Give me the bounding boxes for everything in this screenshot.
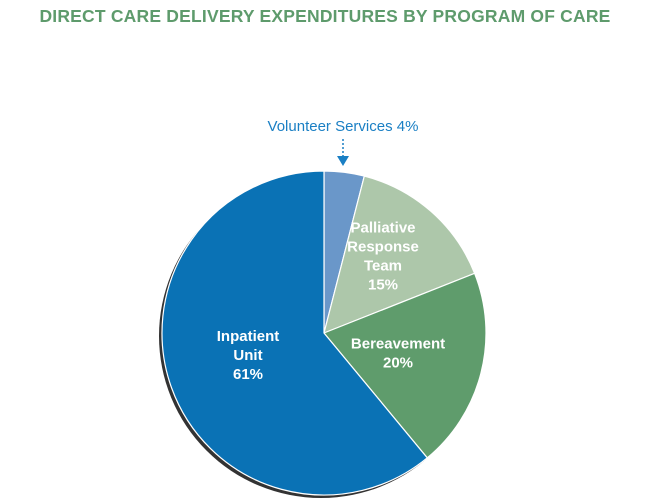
label-bereavement: Bereavement <box>351 336 445 353</box>
label-palliative-response-team: Palliative <box>350 220 415 237</box>
label-palliative-response-team: Response <box>347 239 419 256</box>
slice-inpatient-unit <box>161 170 429 496</box>
slice-palliative-response-team <box>323 175 476 334</box>
chart-title: DIRECT CARE DELIVERY EXPENDITURES BY PRO… <box>39 6 611 26</box>
label-inpatient-unit: Inpatient <box>217 328 280 345</box>
slice-bereavement <box>323 272 487 459</box>
callout-arrow-icon <box>337 156 349 166</box>
label-bereavement: 20% <box>383 355 413 372</box>
label-volunteer-services: Volunteer Services 4% <box>268 118 419 135</box>
label-inpatient-unit: 61% <box>233 366 263 383</box>
label-palliative-response-team: 15% <box>368 277 398 294</box>
label-inpatient-unit: Unit <box>233 347 262 364</box>
label-palliative-response-team: Team <box>364 258 402 275</box>
